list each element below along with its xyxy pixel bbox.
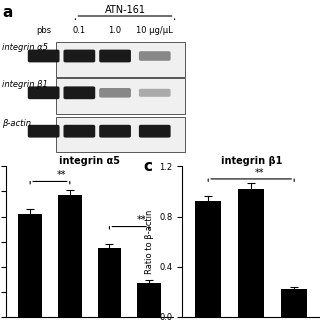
Bar: [137, 283, 161, 317]
FancyBboxPatch shape: [63, 50, 95, 62]
Bar: [238, 189, 264, 317]
Bar: [58, 195, 82, 317]
Bar: [18, 214, 42, 317]
Text: c: c: [144, 159, 153, 174]
FancyBboxPatch shape: [99, 88, 131, 98]
FancyBboxPatch shape: [56, 78, 185, 114]
FancyBboxPatch shape: [99, 125, 131, 138]
Bar: [281, 289, 307, 317]
FancyBboxPatch shape: [139, 125, 171, 138]
Text: 0.1: 0.1: [73, 26, 86, 35]
Text: 10 μg/μL: 10 μg/μL: [136, 26, 173, 35]
Text: **: **: [136, 215, 146, 225]
Text: pbs: pbs: [36, 26, 51, 35]
FancyBboxPatch shape: [139, 89, 171, 97]
Title: integrin β1: integrin β1: [220, 156, 282, 166]
FancyBboxPatch shape: [28, 125, 60, 138]
Text: 1.0: 1.0: [108, 26, 122, 35]
FancyBboxPatch shape: [63, 125, 95, 138]
FancyBboxPatch shape: [63, 86, 95, 99]
FancyBboxPatch shape: [99, 50, 131, 62]
Text: integrin β1: integrin β1: [2, 80, 48, 89]
Text: a: a: [2, 5, 12, 20]
Text: **: **: [57, 170, 67, 180]
FancyBboxPatch shape: [28, 86, 60, 99]
Y-axis label: Ratio to β-actin: Ratio to β-actin: [145, 209, 154, 274]
Text: β-actin: β-actin: [2, 119, 31, 128]
Bar: [98, 248, 121, 317]
Text: integrin α5: integrin α5: [2, 44, 48, 52]
FancyBboxPatch shape: [139, 51, 171, 61]
Bar: [195, 202, 221, 317]
Title: integrin α5: integrin α5: [59, 156, 120, 166]
FancyBboxPatch shape: [28, 50, 60, 62]
Text: **: **: [255, 168, 265, 178]
Text: ATN-161: ATN-161: [105, 5, 146, 15]
FancyBboxPatch shape: [56, 117, 185, 152]
FancyBboxPatch shape: [56, 42, 185, 77]
